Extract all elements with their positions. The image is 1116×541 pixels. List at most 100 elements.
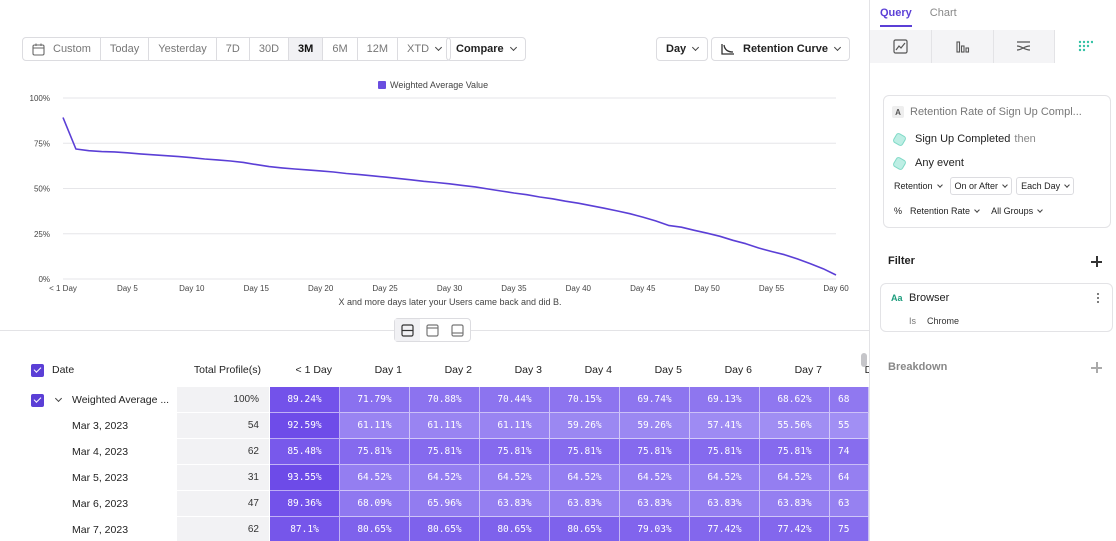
retention-cell[interactable]: 85.48% <box>270 439 340 465</box>
data-point[interactable] <box>833 272 839 278</box>
table-only-layout-icon[interactable] <box>445 319 470 341</box>
day-column-header[interactable]: Day 5 <box>654 364 682 376</box>
retention-viz-button[interactable] <box>1055 30 1116 63</box>
data-point[interactable] <box>511 190 517 196</box>
on-or-after-dropdown[interactable]: On or After <box>949 177 1013 195</box>
data-point[interactable] <box>794 256 800 262</box>
data-point[interactable] <box>459 182 465 188</box>
data-point[interactable] <box>653 218 659 224</box>
data-point[interactable] <box>73 146 79 152</box>
retention-cell[interactable]: 71.79% <box>340 387 410 413</box>
retention-cell[interactable]: 63.83% <box>550 491 620 517</box>
retention-cell[interactable]: 75.81% <box>550 439 620 465</box>
date-range-xtd[interactable]: XTD <box>398 38 450 60</box>
data-point[interactable] <box>614 208 620 214</box>
tab-chart[interactable]: Chart <box>929 7 957 19</box>
retention-cell[interactable]: 57.41% <box>690 413 760 439</box>
retention-cell[interactable]: 74 <box>830 439 869 465</box>
data-point[interactable] <box>318 168 324 174</box>
select-all-checkbox[interactable] <box>31 363 44 377</box>
date-range-yesterday[interactable]: Yesterday <box>149 38 217 60</box>
data-point[interactable] <box>562 198 568 204</box>
data-point[interactable] <box>769 248 775 254</box>
data-point[interactable] <box>176 154 182 160</box>
tab-query[interactable]: Query <box>880 7 912 27</box>
collapse-chevron[interactable] <box>54 387 63 413</box>
add-breakdown-plus-icon[interactable] <box>1091 362 1102 373</box>
day-column-header[interactable]: Day 4 <box>584 364 612 376</box>
data-point[interactable] <box>524 192 530 198</box>
metric-title[interactable]: A Retention Rate of Sign Up Compl... <box>892 106 1082 118</box>
data-point[interactable] <box>227 158 233 164</box>
data-point[interactable] <box>485 186 491 192</box>
retention-cell[interactable]: 63.83% <box>480 491 550 517</box>
chart-type-dropdown[interactable]: Retention Curve <box>711 37 850 61</box>
bar-chart-viz-button[interactable] <box>931 30 994 63</box>
granularity-dropdown[interactable]: Day <box>656 37 709 61</box>
data-point[interactable] <box>640 214 646 220</box>
compare-button[interactable]: Compare <box>446 37 526 61</box>
day-column-header[interactable]: < 1 Day <box>295 364 332 376</box>
data-point[interactable] <box>627 211 633 217</box>
retention-cell[interactable]: 64.52% <box>340 465 410 491</box>
split-layout-icon[interactable] <box>395 319 420 341</box>
data-point[interactable] <box>820 266 826 272</box>
data-point[interactable] <box>266 164 272 170</box>
series-line[interactable] <box>62 117 837 276</box>
metric-card[interactable]: A Retention Rate of Sign Up Compl... Sig… <box>883 95 1111 228</box>
filter-card[interactable]: Aa Browser Is Chrome <box>880 283 1113 332</box>
data-point[interactable] <box>498 188 504 194</box>
day-column-header[interactable]: Day 7 <box>794 364 822 376</box>
retention-cell[interactable]: 80.65% <box>340 517 410 541</box>
retention-cell[interactable]: 75.81% <box>410 439 480 465</box>
retention-cell[interactable]: 59.26% <box>620 413 690 439</box>
data-point[interactable] <box>472 184 478 190</box>
data-point[interactable] <box>421 178 427 184</box>
retention-cell[interactable]: 87.1% <box>270 517 340 541</box>
data-point[interactable] <box>292 166 298 172</box>
data-point[interactable] <box>189 155 195 161</box>
retention-cell[interactable]: 92.59% <box>270 413 340 439</box>
data-point[interactable] <box>331 169 337 175</box>
row-checkbox[interactable] <box>31 393 44 407</box>
data-point[interactable] <box>704 230 710 236</box>
retention-cell[interactable]: 61.11% <box>340 413 410 439</box>
retention-type-dropdown[interactable]: Retention <box>890 177 946 195</box>
retention-cell[interactable]: 65.96% <box>410 491 480 517</box>
retention-cell[interactable]: 79.03% <box>620 517 690 541</box>
data-point[interactable] <box>356 172 362 178</box>
filter-value[interactable]: Chrome <box>927 316 960 326</box>
date-range-12m[interactable]: 12M <box>358 38 399 60</box>
data-point[interactable] <box>575 200 581 206</box>
first-event[interactable]: Sign Up Completed then <box>891 131 1036 147</box>
data-point[interactable] <box>215 157 221 163</box>
retention-cell[interactable]: 55.56% <box>760 413 830 439</box>
date-range-3m[interactable]: 3M <box>289 38 324 60</box>
data-point[interactable] <box>305 167 311 173</box>
retention-cell[interactable]: 64.52% <box>690 465 760 491</box>
data-point[interactable] <box>678 224 684 230</box>
day-column-header[interactable]: Day 8 <box>864 364 869 376</box>
retention-cell[interactable]: 89.24% <box>270 387 340 413</box>
retention-cell[interactable]: 93.55% <box>270 465 340 491</box>
data-point[interactable] <box>730 237 736 243</box>
retention-cell[interactable]: 69.74% <box>620 387 690 413</box>
retention-cell[interactable]: 63 <box>830 491 869 517</box>
add-filter-plus-icon[interactable] <box>1091 256 1102 267</box>
retention-cell[interactable]: 69.13% <box>690 387 760 413</box>
retention-cell[interactable]: 61.11% <box>480 413 550 439</box>
retention-cell[interactable]: 64 <box>830 465 869 491</box>
data-point[interactable] <box>240 159 246 165</box>
all-groups-dropdown[interactable]: All Groups <box>987 202 1046 220</box>
retention-cell[interactable]: 70.88% <box>410 387 480 413</box>
retention-cell[interactable]: 80.65% <box>550 517 620 541</box>
date-range-30d[interactable]: 30D <box>250 38 290 60</box>
date-range-6m[interactable]: 6M <box>323 38 358 60</box>
retention-cell[interactable]: 64.52% <box>620 465 690 491</box>
data-point[interactable] <box>537 194 543 200</box>
retention-cell[interactable]: 89.36% <box>270 491 340 517</box>
retention-cell[interactable]: 63.83% <box>620 491 690 517</box>
data-point[interactable] <box>717 233 723 239</box>
chart-only-layout-icon[interactable] <box>420 319 445 341</box>
retention-cell[interactable]: 55 <box>830 413 869 439</box>
